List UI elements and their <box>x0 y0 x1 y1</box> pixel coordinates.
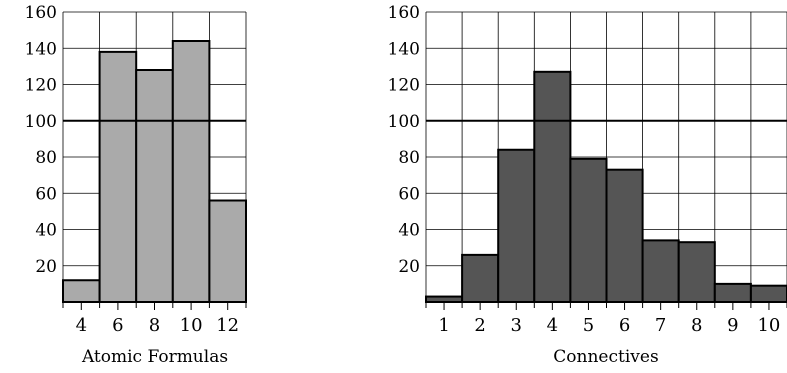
x-tick-label: 1 <box>438 315 449 336</box>
bar <box>749 284 787 303</box>
y-tick-label: 40 <box>398 221 420 241</box>
bar <box>533 70 572 303</box>
y-tick-label: 160 <box>25 3 57 23</box>
x-tick-label: 6 <box>112 315 123 336</box>
y-tick-label: 80 <box>398 148 420 168</box>
y-tick-label: 120 <box>388 76 420 96</box>
x-axis-label: Connectives <box>553 347 658 367</box>
y-tick-label: 140 <box>25 39 57 59</box>
y-tick-label: 60 <box>35 184 57 204</box>
y-tick-label: 100 <box>25 112 57 132</box>
y-tick-label: 20 <box>398 257 420 277</box>
x-tick-label: 8 <box>149 315 160 336</box>
bar <box>713 282 752 303</box>
x-axis-label: Atomic Formulas <box>81 347 228 367</box>
chart-connectives: 20 40 60 80 100 120 140 160 1 2 3 4 5 6 7 8 9 10 Connectiv… <box>388 3 787 367</box>
bar <box>425 295 464 303</box>
x-tick-label: 10 <box>757 315 780 336</box>
x-tick-label: 8 <box>691 315 702 336</box>
bar <box>98 50 138 303</box>
chart-atomic-formulas: 20 40 60 80 100 120 140 160 4 6 8 10 12 Atomic Formul… <box>25 3 247 367</box>
x-tick-label: 4 <box>76 315 87 336</box>
bar <box>569 157 608 303</box>
x-tick-label: 9 <box>727 315 738 336</box>
bar <box>677 241 716 303</box>
y-tick-label: 160 <box>388 3 420 23</box>
y-tick-label: 100 <box>388 112 420 132</box>
x-tick-label: 3 <box>511 315 522 336</box>
y-tick-label: 80 <box>35 148 57 168</box>
y-tick-label: 20 <box>35 257 57 277</box>
x-tick-label: 7 <box>655 315 666 336</box>
x-tick-label: 10 <box>180 315 203 336</box>
bar <box>605 168 644 303</box>
y-tick-label: 120 <box>25 76 57 96</box>
bar <box>208 199 247 303</box>
bar <box>497 148 536 303</box>
bar <box>135 69 174 303</box>
x-tick-label: 4 <box>547 315 558 336</box>
bar <box>62 279 101 303</box>
x-tick-label: 6 <box>619 315 630 336</box>
y-tick-label: 60 <box>398 184 420 204</box>
y-tick-label: 40 <box>35 221 57 241</box>
x-tick-label: 5 <box>583 315 594 336</box>
bar <box>171 40 211 303</box>
bar <box>641 239 680 303</box>
x-tick-label: 2 <box>474 315 485 336</box>
x-tick-label: 12 <box>216 315 239 336</box>
y-tick-label: 140 <box>388 39 420 59</box>
bar <box>461 253 500 303</box>
